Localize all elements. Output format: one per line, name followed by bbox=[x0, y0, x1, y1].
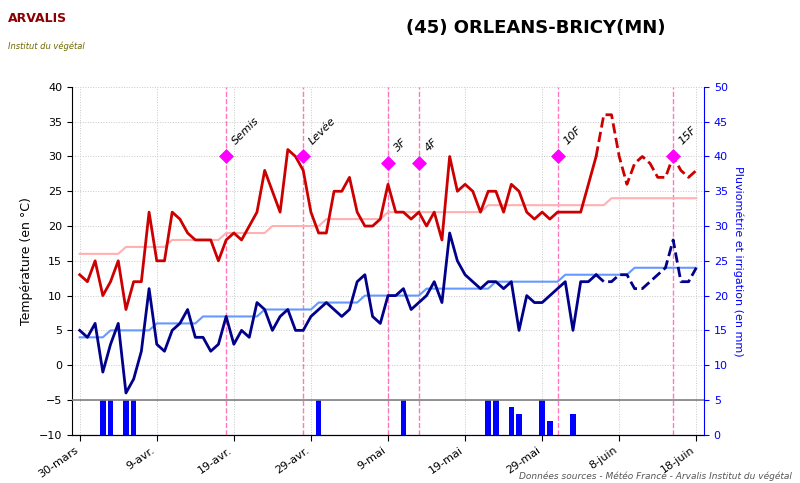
Y-axis label: Température (en °C): Température (en °C) bbox=[20, 197, 34, 325]
Bar bbox=[509, 407, 514, 435]
Text: (45) ORLEANS-BRICY(MN): (45) ORLEANS-BRICY(MN) bbox=[406, 19, 666, 37]
Bar bbox=[539, 400, 545, 435]
Bar bbox=[570, 414, 576, 435]
Text: ARVALIS: ARVALIS bbox=[8, 12, 67, 25]
Text: 3F: 3F bbox=[392, 136, 409, 153]
Text: Institut du végétal: Institut du végétal bbox=[8, 41, 85, 51]
Y-axis label: Pluviométrie et irrigation (en mm): Pluviométrie et irrigation (en mm) bbox=[734, 166, 744, 356]
Bar bbox=[100, 400, 106, 435]
Bar bbox=[316, 400, 322, 435]
Bar bbox=[108, 400, 114, 435]
Bar bbox=[494, 400, 498, 435]
Text: 15F: 15F bbox=[677, 125, 698, 146]
Bar bbox=[123, 400, 129, 435]
Text: 4F: 4F bbox=[422, 136, 439, 153]
Bar bbox=[516, 414, 522, 435]
Text: Semis: Semis bbox=[230, 115, 261, 146]
Bar bbox=[547, 421, 553, 435]
Bar bbox=[131, 400, 136, 435]
Bar bbox=[401, 400, 406, 435]
Bar bbox=[486, 400, 491, 435]
Text: Levée: Levée bbox=[307, 115, 338, 146]
Text: Données sources - Météo France - Arvalis Institut du végétal: Données sources - Météo France - Arvalis… bbox=[519, 471, 792, 481]
Text: 10F: 10F bbox=[562, 125, 583, 146]
